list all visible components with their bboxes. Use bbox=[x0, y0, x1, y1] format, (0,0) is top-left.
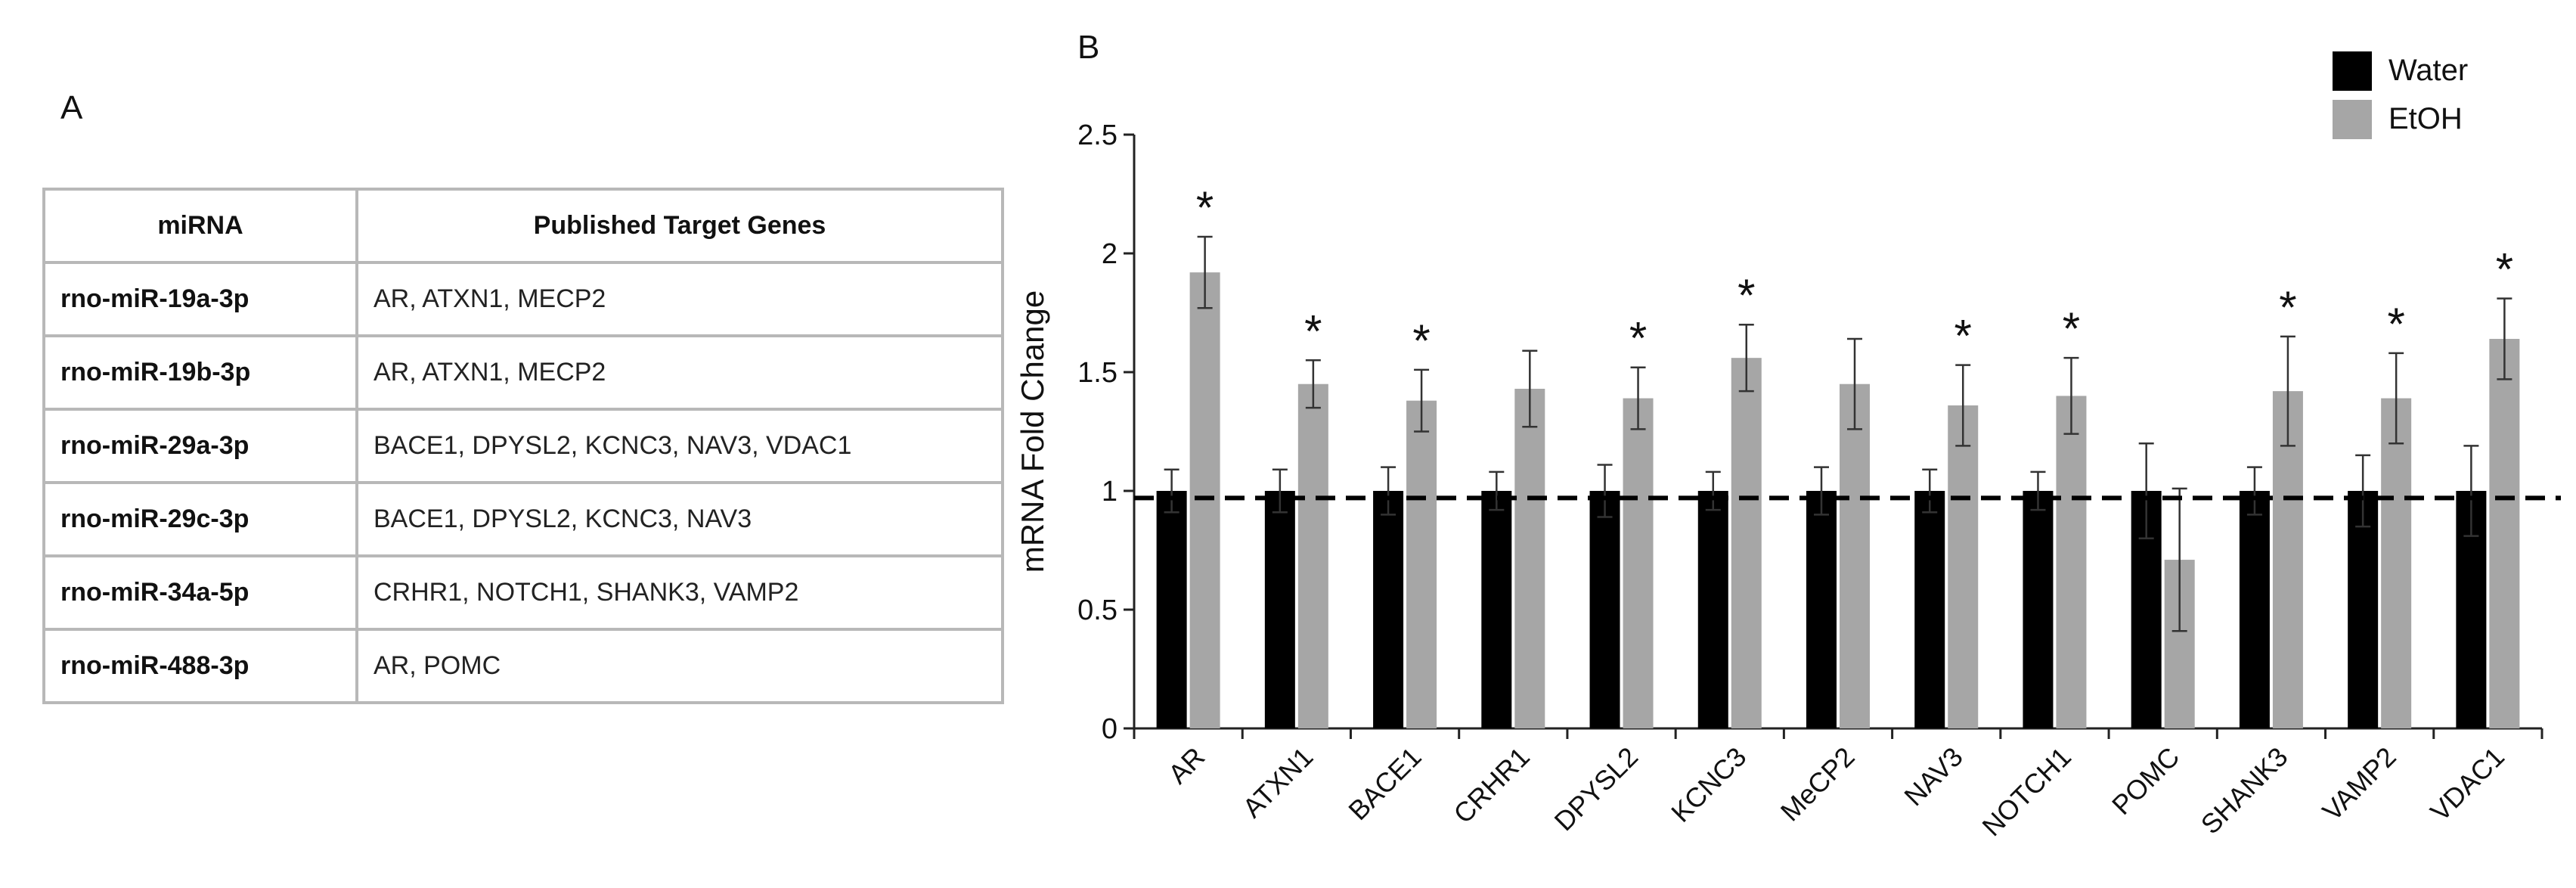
bar-water-nav3 bbox=[1914, 491, 1945, 728]
panel-b-label: B bbox=[1077, 29, 1100, 66]
x-tick-label-pomc: POMC bbox=[2106, 741, 2185, 821]
significance-marker: * bbox=[1737, 270, 1755, 321]
significance-marker: * bbox=[2387, 299, 2404, 349]
x-tick-label-vamp2: VAMP2 bbox=[2316, 741, 2401, 827]
bar-water-mecp2 bbox=[1806, 491, 1837, 728]
legend-label-water: Water bbox=[2388, 54, 2468, 87]
x-tick-label-vdac1: VDAC1 bbox=[2424, 741, 2510, 827]
x-tick-label-crhr1: CRHR1 bbox=[1447, 741, 1536, 830]
bar-etoh-dpysl2 bbox=[1623, 398, 1654, 728]
bar-etoh-bace1 bbox=[1406, 400, 1437, 728]
mirna-cell: rno-miR-19a-3p bbox=[42, 261, 358, 337]
legend-swatch-water bbox=[2333, 51, 2372, 91]
genes-cell: BACE1, DPYSL2, KCNC3, NAV3, VDAC1 bbox=[355, 408, 1004, 484]
table-row: rno-miR-19a-3p AR, ATXN1, MECP2 bbox=[42, 261, 1004, 337]
bar-water-vamp2 bbox=[2348, 491, 2379, 728]
bar-water-crhr1 bbox=[1481, 491, 1512, 728]
significance-marker: * bbox=[1196, 182, 1214, 233]
x-tick-label-kcnc3: KCNC3 bbox=[1665, 741, 1752, 828]
x-tick-label-atxn1: ATXN1 bbox=[1236, 741, 1319, 824]
mirna-cell: rno-miR-19b-3p bbox=[42, 334, 358, 411]
y-tick-label: 2 bbox=[1102, 238, 1118, 270]
mirna-cell: rno-miR-29a-3p bbox=[42, 408, 358, 484]
bar-etoh-shank3 bbox=[2272, 391, 2303, 728]
x-tick-label-nav3: NAV3 bbox=[1898, 741, 1969, 812]
table-row: rno-miR-488-3p AR, POMC bbox=[42, 628, 1004, 704]
y-tick-label: 1.5 bbox=[1077, 357, 1118, 389]
bar-etoh-mecp2 bbox=[1840, 383, 1870, 728]
bar-water-notch1 bbox=[2023, 491, 2054, 728]
bar-etoh-atxn1 bbox=[1297, 383, 1328, 728]
bar-etoh-nav3 bbox=[1948, 405, 1979, 728]
bar-water-ar bbox=[1156, 491, 1187, 728]
significance-marker: * bbox=[1304, 306, 1322, 356]
mirna-cell: rno-miR-34a-5p bbox=[42, 554, 358, 631]
y-tick-label: 1 bbox=[1102, 476, 1118, 508]
x-tick-label-dpysl2: DPYSL2 bbox=[1548, 741, 1644, 837]
bar-etoh-kcnc3 bbox=[1731, 358, 1762, 728]
significance-marker: * bbox=[2063, 303, 2080, 354]
bar-etoh-vamp2 bbox=[2381, 398, 2412, 728]
genes-cell: AR, POMC bbox=[355, 628, 1004, 704]
significance-marker: * bbox=[2279, 282, 2296, 333]
mirna-cell: rno-miR-488-3p bbox=[42, 628, 358, 704]
significance-marker: * bbox=[1954, 311, 1972, 362]
target-genes-table: miRNA Published Target Genes rno-miR-19a… bbox=[42, 188, 1004, 704]
genes-cell: AR, ATXN1, MECP2 bbox=[355, 261, 1004, 337]
table-row: rno-miR-29c-3p BACE1, DPYSL2, KCNC3, NAV… bbox=[42, 481, 1004, 557]
genes-cell: BACE1, DPYSL2, KCNC3, NAV3 bbox=[355, 481, 1004, 557]
table-row: rno-miR-29a-3p BACE1, DPYSL2, KCNC3, NAV… bbox=[42, 408, 1004, 484]
legend-label-etoh: EtOH bbox=[2388, 102, 2463, 135]
significance-marker: * bbox=[1629, 313, 1647, 364]
bar-water-shank3 bbox=[2239, 491, 2270, 728]
genes-cell: CRHR1, NOTCH1, SHANK3, VAMP2 bbox=[355, 554, 1004, 631]
y-tick-label: 0 bbox=[1102, 713, 1118, 745]
bar-etoh-ar bbox=[1189, 272, 1220, 728]
bar-etoh-crhr1 bbox=[1514, 388, 1545, 728]
significance-marker: * bbox=[2496, 244, 2513, 295]
column-header-target-genes: Published Target Genes bbox=[355, 188, 1004, 264]
bar-water-dpysl2 bbox=[1589, 491, 1620, 728]
x-tick-label-mecp2: MeCP2 bbox=[1775, 741, 1861, 827]
column-header-mirna: miRNA bbox=[42, 188, 358, 264]
x-tick-label-shank3: SHANK3 bbox=[2195, 741, 2294, 840]
table-row: rno-miR-19b-3p AR, ATXN1, MECP2 bbox=[42, 334, 1004, 411]
x-tick-label-bace1: BACE1 bbox=[1342, 741, 1427, 826]
table-row: rno-miR-34a-5p CRHR1, NOTCH1, SHANK3, VA… bbox=[42, 554, 1004, 631]
bar-etoh-notch1 bbox=[2056, 396, 2087, 728]
y-tick-label: 2.5 bbox=[1077, 120, 1118, 151]
significance-marker: * bbox=[1412, 315, 1430, 366]
bar-water-bace1 bbox=[1373, 491, 1404, 728]
bar-etoh-vdac1 bbox=[2489, 339, 2520, 728]
mirna-cell: rno-miR-29c-3p bbox=[42, 481, 358, 557]
y-axis-title: mRNA Fold Change bbox=[1015, 290, 1050, 573]
bar-water-kcnc3 bbox=[1697, 491, 1728, 728]
x-tick-label-ar: AR bbox=[1162, 741, 1211, 790]
x-tick-label-notch1: NOTCH1 bbox=[1976, 741, 2077, 843]
y-tick-label: 0.5 bbox=[1077, 595, 1118, 626]
legend-swatch-etoh bbox=[2333, 100, 2372, 139]
bar-water-atxn1 bbox=[1264, 491, 1295, 728]
genes-cell: AR, ATXN1, MECP2 bbox=[355, 334, 1004, 411]
table-header-row: miRNA Published Target Genes bbox=[42, 188, 1004, 264]
panel-a-label: A bbox=[60, 89, 83, 126]
